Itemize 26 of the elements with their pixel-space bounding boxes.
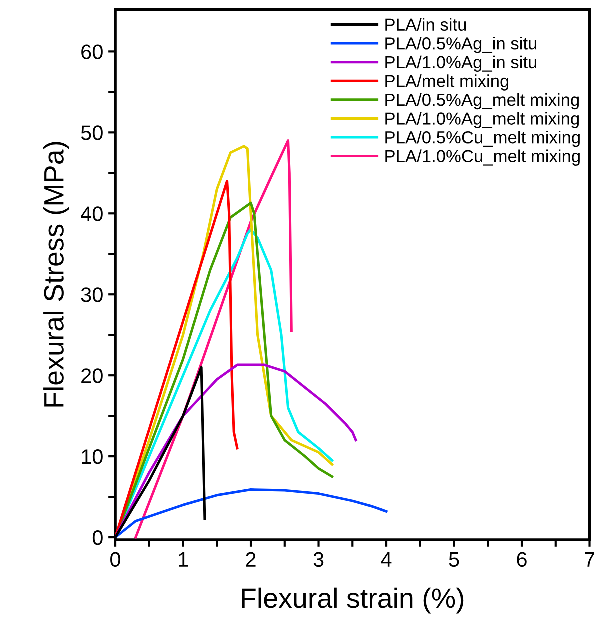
legend-label: PLA/1.0%Ag_in situ xyxy=(386,56,537,72)
y-tick-label: 60 xyxy=(82,44,103,60)
legend-label: PLA/1.0%Cu_melt mixing xyxy=(386,150,580,166)
x-tick-label: 6 xyxy=(517,552,527,568)
legend-label: PLA/melt mixing xyxy=(386,74,509,91)
x-tick-label: 0 xyxy=(110,552,120,568)
y-tick-label: 20 xyxy=(82,368,103,384)
x-tick-label: 3 xyxy=(314,552,324,568)
x-tick-label: 4 xyxy=(381,552,392,567)
line-series xyxy=(116,488,388,539)
y-tick-label: 0 xyxy=(92,530,103,546)
y-axis-title: Flexural Stress (MPa) xyxy=(44,142,70,407)
legend-label: PLA/in situ xyxy=(386,18,466,32)
y-tick-label: 50 xyxy=(81,126,103,140)
legend-label: PLA/0.5%Cu_melt mixing xyxy=(386,130,580,148)
legend-label: PLA/0.5%Ag_melt mixing xyxy=(386,93,580,110)
y-tick-label: 10 xyxy=(82,450,103,464)
x-tick-label: 5 xyxy=(449,552,460,568)
legend-label: PLA/0.5%Ag_in situ xyxy=(386,37,537,54)
x-tick-label: 7 xyxy=(585,552,595,567)
x-tick-label: 2 xyxy=(246,552,256,567)
y-tick-label: 40 xyxy=(81,206,103,222)
x-axis-title: Flexural strain (%) xyxy=(242,588,464,614)
y-tick-label: 30 xyxy=(81,288,103,302)
legend-label: PLA/1.0%Ag_melt mixing xyxy=(386,112,580,128)
x-tick-label: 1 xyxy=(179,552,188,567)
